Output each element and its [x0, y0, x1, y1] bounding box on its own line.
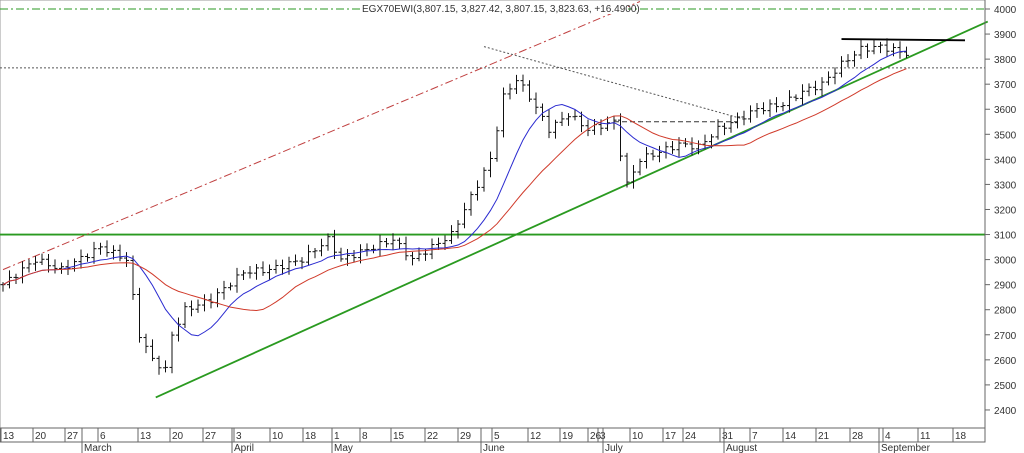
moving-average-20: [2, 68, 907, 311]
moving-averages: [2, 50, 907, 337]
x-tick-label: 20: [172, 431, 184, 442]
x-tick-label: 19: [562, 431, 574, 442]
chart-title: EGX70EWI(3,807.15, 3,827.42, 3,807.15, 3…: [362, 4, 640, 15]
x-tick-label: 26: [590, 431, 602, 442]
trend-dotted-line: [483, 46, 745, 120]
price-bars: [0, 38, 909, 375]
x-tick-label: 18: [955, 431, 967, 442]
month-label: August: [726, 443, 757, 453]
title-bg: [360, 2, 628, 14]
segment-line: [841, 38, 966, 42]
x-tick-label: 5: [494, 431, 500, 442]
month-label: March: [84, 443, 112, 453]
x-tick-label: 15: [393, 431, 405, 442]
x-tick-label: 31: [722, 431, 734, 442]
y-tick-label: 3800: [994, 55, 1017, 66]
x-tick-label: 3: [236, 431, 242, 442]
x-tick-label: 10: [632, 431, 644, 442]
month-label: June: [483, 443, 505, 453]
y-tick-label: 3700: [994, 80, 1017, 91]
y-tick-label: 3000: [994, 256, 1017, 267]
x-tick-label: 29: [460, 431, 472, 442]
x-tick-label: 6: [100, 431, 106, 442]
x-tick-label: 13: [140, 431, 152, 442]
x-tick-label: 22: [427, 431, 439, 442]
x-tick-label: 14: [785, 431, 797, 442]
drawn-lines: [0, 1, 989, 399]
x-tick-label: 27: [205, 431, 217, 442]
y-tick-label: 3100: [994, 231, 1017, 242]
x-tick-label: 21: [818, 431, 830, 442]
month-label: May: [334, 443, 353, 453]
plot-area: [0, 0, 986, 429]
x-tick-label: 28: [852, 431, 864, 442]
y-tick-label: 3400: [994, 155, 1017, 166]
y-axis-group: 2400 2500 2600 2700 2800 2900 3000 3100 3200 3300…: [984, 0, 1017, 428]
x-tick-label: 4: [885, 431, 891, 442]
x-axis-group: 1320276132027310181815222951219263101724…: [0, 427, 986, 453]
x-tick-label: 7: [752, 431, 758, 442]
trend-line: [155, 20, 989, 399]
moving-average-10: [2, 50, 907, 337]
x-tick-label: 27: [67, 431, 79, 442]
x-tick-label: 17: [665, 431, 677, 442]
x-tick-label: 11: [920, 431, 931, 442]
x-tick-label: 18: [305, 431, 317, 442]
y-tick-label: 2900: [994, 281, 1017, 292]
x-tick-label: 10: [272, 431, 284, 442]
month-label: September: [881, 443, 931, 453]
y-tick-label: 3600: [994, 105, 1017, 116]
y-tick-label: 3200: [994, 205, 1017, 216]
x-tick-label: 8: [362, 431, 368, 442]
y-tick-label: 2800: [994, 306, 1017, 317]
y-tick-label: 3300: [994, 180, 1017, 191]
y-tick-label: 4000: [994, 5, 1017, 16]
y-tick-label: 2600: [994, 356, 1017, 367]
y-tick-label: 2500: [994, 381, 1017, 392]
x-tick-label: 12: [530, 431, 542, 442]
x-tick-label: 24: [685, 431, 697, 442]
month-label: July: [605, 443, 623, 453]
y-tick-label: 3500: [994, 130, 1017, 141]
y-tick-label: 2700: [994, 331, 1017, 342]
trend-dashdot-line: [2, 1, 641, 271]
y-tick-label: 2400: [994, 406, 1017, 417]
y-tick-label: 3900: [994, 30, 1017, 41]
x-tick-label: 1: [334, 431, 340, 442]
x-tick-label: 20: [35, 431, 47, 442]
month-label: April: [234, 443, 254, 453]
x-tick-label: 13: [3, 431, 15, 442]
